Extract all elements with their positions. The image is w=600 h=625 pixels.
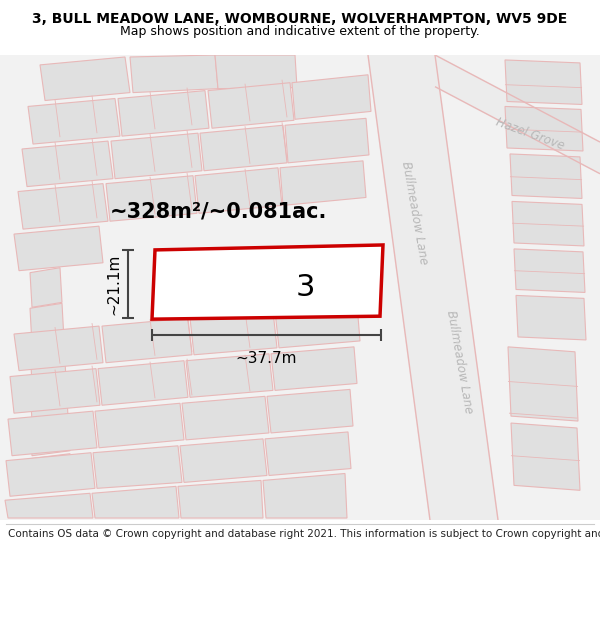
Polygon shape <box>28 99 120 144</box>
Polygon shape <box>180 439 267 483</box>
Polygon shape <box>285 118 369 163</box>
Polygon shape <box>18 184 108 229</box>
Text: Bullmeadow Lane: Bullmeadow Lane <box>400 161 430 266</box>
Polygon shape <box>130 55 218 92</box>
Polygon shape <box>152 245 383 319</box>
Polygon shape <box>14 326 103 371</box>
Polygon shape <box>30 342 66 384</box>
Polygon shape <box>512 201 584 246</box>
Polygon shape <box>14 226 103 271</box>
Polygon shape <box>271 347 357 391</box>
Text: Contains OS data © Crown copyright and database right 2021. This information is : Contains OS data © Crown copyright and d… <box>8 529 600 539</box>
Polygon shape <box>10 369 100 413</box>
Polygon shape <box>208 82 294 128</box>
Polygon shape <box>118 91 209 136</box>
Polygon shape <box>516 296 586 340</box>
Polygon shape <box>30 268 62 308</box>
Polygon shape <box>186 354 273 398</box>
Polygon shape <box>92 486 179 518</box>
Polygon shape <box>267 389 353 433</box>
Polygon shape <box>292 75 371 119</box>
Polygon shape <box>195 168 282 213</box>
Polygon shape <box>368 55 498 520</box>
Polygon shape <box>182 396 269 440</box>
Polygon shape <box>30 454 72 493</box>
Polygon shape <box>8 411 97 456</box>
Polygon shape <box>106 176 197 221</box>
Polygon shape <box>6 452 95 496</box>
Polygon shape <box>190 311 277 355</box>
Text: Hazel Grove: Hazel Grove <box>494 116 566 152</box>
Polygon shape <box>508 347 578 421</box>
Polygon shape <box>30 303 64 345</box>
Polygon shape <box>265 432 351 476</box>
Text: 3: 3 <box>296 273 315 302</box>
Text: Bullmeadow Lane: Bullmeadow Lane <box>445 309 475 414</box>
Polygon shape <box>514 249 585 292</box>
Polygon shape <box>95 403 184 448</box>
Polygon shape <box>0 55 600 520</box>
Polygon shape <box>30 418 70 456</box>
Polygon shape <box>22 141 113 187</box>
Text: 3, BULL MEADOW LANE, WOMBOURNE, WOLVERHAMPTON, WV5 9DE: 3, BULL MEADOW LANE, WOMBOURNE, WOLVERHA… <box>32 12 568 26</box>
Polygon shape <box>98 361 188 405</box>
Polygon shape <box>510 154 582 199</box>
Polygon shape <box>511 423 580 491</box>
Polygon shape <box>30 381 68 421</box>
Polygon shape <box>505 106 583 151</box>
Polygon shape <box>5 493 93 518</box>
Polygon shape <box>280 161 366 206</box>
Polygon shape <box>275 304 360 348</box>
Polygon shape <box>263 474 347 518</box>
Text: Map shows position and indicative extent of the property.: Map shows position and indicative extent… <box>120 26 480 39</box>
Polygon shape <box>93 446 182 488</box>
Polygon shape <box>40 57 130 101</box>
Polygon shape <box>200 125 287 171</box>
Polygon shape <box>435 55 600 174</box>
Polygon shape <box>111 133 202 179</box>
Text: ~328m²/~0.081ac.: ~328m²/~0.081ac. <box>109 201 326 221</box>
Polygon shape <box>178 481 263 518</box>
Text: ~21.1m: ~21.1m <box>107 253 121 315</box>
Polygon shape <box>102 318 192 362</box>
Polygon shape <box>505 60 582 104</box>
Polygon shape <box>215 55 297 89</box>
Text: ~37.7m: ~37.7m <box>236 351 297 366</box>
